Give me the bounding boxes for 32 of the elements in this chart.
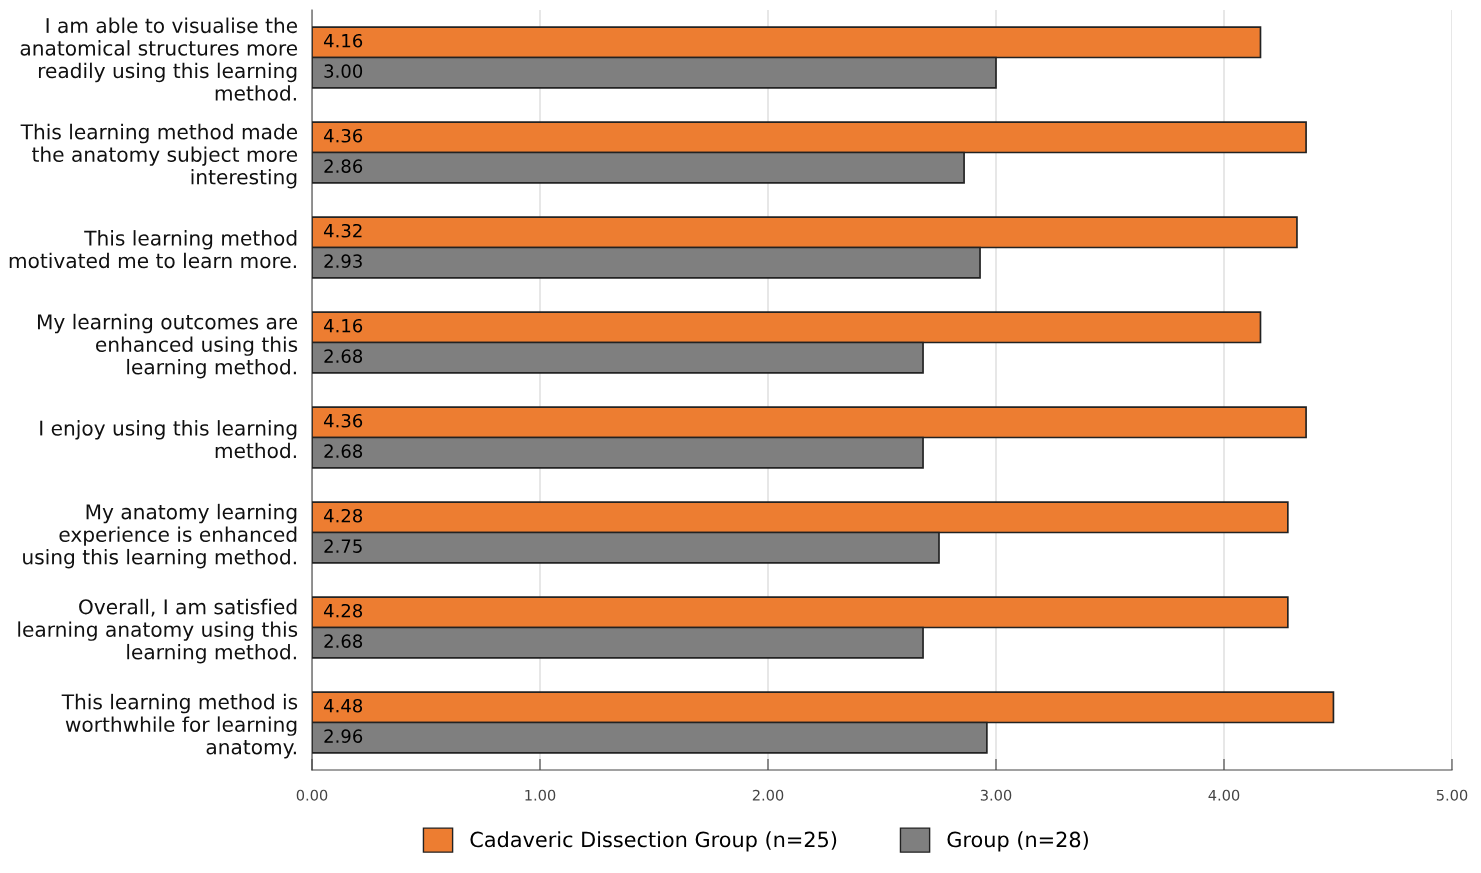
y-tick-label: My learning outcomes are enhanced using this learning method. bbox=[38, 313, 298, 379]
data-label: 4.28 bbox=[323, 603, 363, 618]
data-label: 4.48 bbox=[323, 698, 363, 713]
legend-label: Group (n=28) bbox=[947, 831, 1088, 852]
y-tick-label: I am able to visualise the anatomical structures more readily using this learning method. bbox=[20, 17, 298, 101]
data-label: 4.16 bbox=[323, 33, 363, 48]
x-tick-label: 4.00 bbox=[1208, 789, 1240, 801]
x-tick-label: 3.00 bbox=[980, 789, 1012, 801]
y-tick-label: I enjoy using this learning method. bbox=[40, 420, 297, 459]
legend-label: Cadaveric Dissection Group (n=25) bbox=[470, 831, 837, 852]
y-tick-label: This learning method is worthwhile for learning anatomy. bbox=[61, 693, 298, 759]
data-label: 4.36 bbox=[323, 128, 363, 143]
data-label: 4.28 bbox=[323, 508, 363, 523]
y-tick-label: My anatomy learning experience is enhanced using this learning method. bbox=[23, 503, 297, 569]
y-tick-label: This learning method made the anatomy subject more interesting bbox=[20, 123, 298, 189]
data-label: 4.16 bbox=[323, 318, 363, 333]
x-tick-label: 1.00 bbox=[525, 789, 556, 801]
data-label: 2.93 bbox=[324, 254, 362, 268]
data-label: 4.32 bbox=[323, 223, 362, 238]
data-label: 2.75 bbox=[324, 539, 362, 553]
data-label: 2.68 bbox=[324, 349, 363, 363]
data-label: 3.00 bbox=[324, 64, 363, 78]
data-label: 2.68 bbox=[324, 444, 363, 458]
x-tick-label: 0.00 bbox=[296, 789, 328, 801]
data-label: 2.86 bbox=[324, 159, 363, 173]
data-label: 4.36 bbox=[323, 413, 363, 428]
x-tick-label: 5.00 bbox=[1436, 789, 1468, 801]
data-label: 2.96 bbox=[324, 729, 363, 743]
data-label: 2.68 bbox=[324, 634, 363, 648]
y-tick-label: This learning method motivated me to learn more. bbox=[9, 230, 297, 269]
x-tick-label: 2.00 bbox=[752, 789, 784, 801]
y-tick-label: Overall, I am satisfied learning anatomy using this learning method. bbox=[18, 598, 298, 664]
